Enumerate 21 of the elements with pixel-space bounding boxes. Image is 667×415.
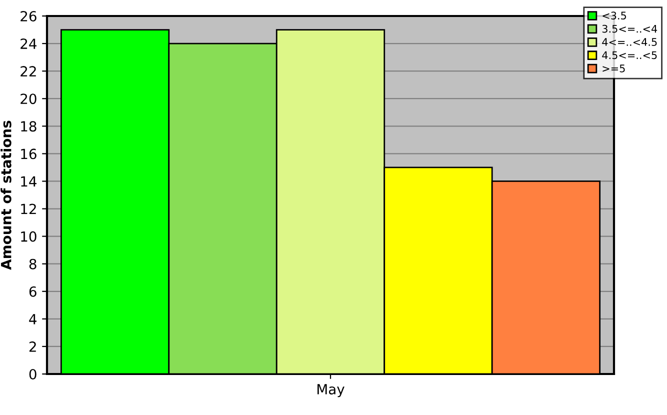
legend-label: 4<=..<4.5: [602, 38, 657, 46]
y-tick-label: 2: [29, 341, 36, 352]
y-tick-label: 16: [21, 148, 36, 160]
y-tick-label: 12: [21, 204, 36, 214]
y-tick-label: 24: [20, 38, 36, 49]
y-tick-label: 22: [20, 66, 36, 76]
y-axis-title: Amount of stations: [0, 120, 12, 270]
y-tick-label: 10: [21, 231, 36, 242]
y-tick-label: 14: [21, 176, 36, 187]
y-tick-label: 4: [29, 314, 36, 324]
legend-label: >=5: [602, 64, 625, 72]
legend-label: 3.5<=..<4: [602, 24, 658, 33]
y-tick-label: 8: [29, 258, 36, 270]
x-tick-label: May: [318, 384, 344, 398]
legend-label: <3.5: [602, 12, 626, 20]
legend-label: 4.5<=..<5: [602, 51, 657, 60]
y-tick-label: 26: [20, 10, 36, 22]
y-tick-label: 6: [29, 286, 36, 297]
y-tick-label: 18: [21, 121, 36, 132]
y-tick-label: 20: [20, 94, 36, 104]
y-tick-label: 0: [29, 368, 36, 380]
